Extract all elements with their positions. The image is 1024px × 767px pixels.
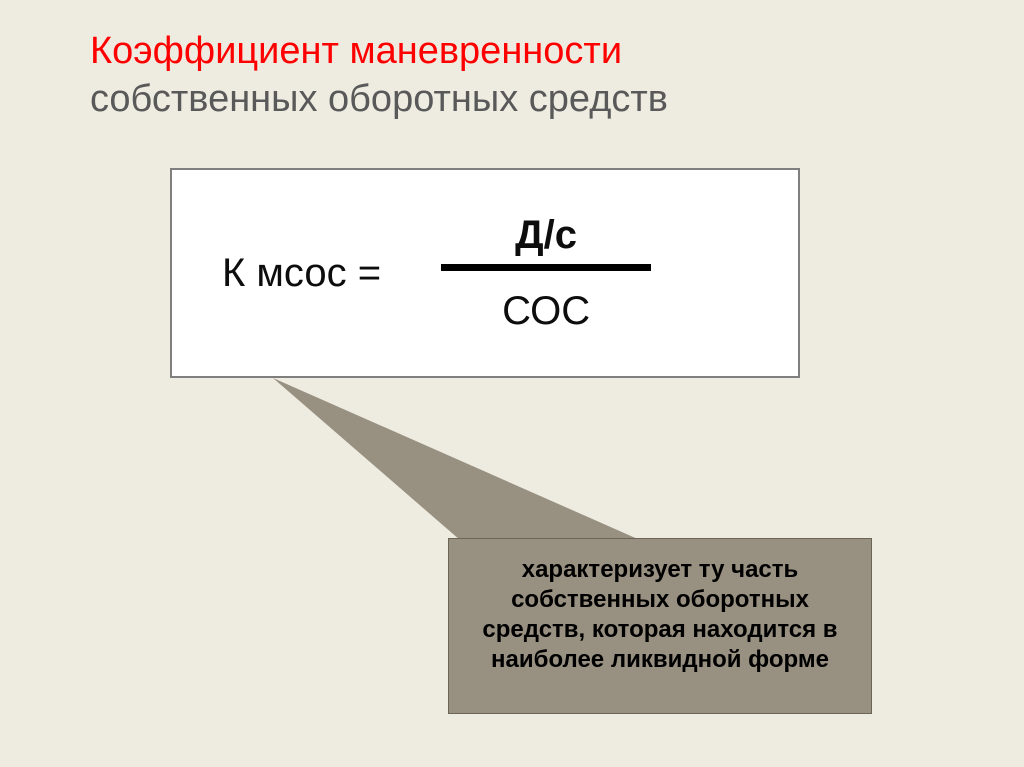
fraction-line (441, 264, 651, 271)
callout-text: характеризует ту часть собственных оборо… (482, 556, 837, 673)
formula-numerator: Д/с (515, 213, 577, 258)
slide-title: Коэффициент маневренности собственных об… (90, 28, 934, 123)
formula-fraction: Д/с СОС (441, 213, 651, 334)
slide: Коэффициент маневренности собственных об… (0, 0, 1024, 767)
formula-box: К мсос = Д/с СОС (170, 168, 800, 378)
formula-denominator: СОС (502, 289, 590, 334)
callout-box: характеризует ту часть собственных оборо… (448, 538, 872, 714)
title-line-1: Коэффициент маневренности (90, 28, 934, 76)
callout-triangle (273, 378, 640, 540)
title-line-2: собственных оборотных средств (90, 76, 934, 124)
formula-lhs: К мсос = (222, 251, 381, 296)
